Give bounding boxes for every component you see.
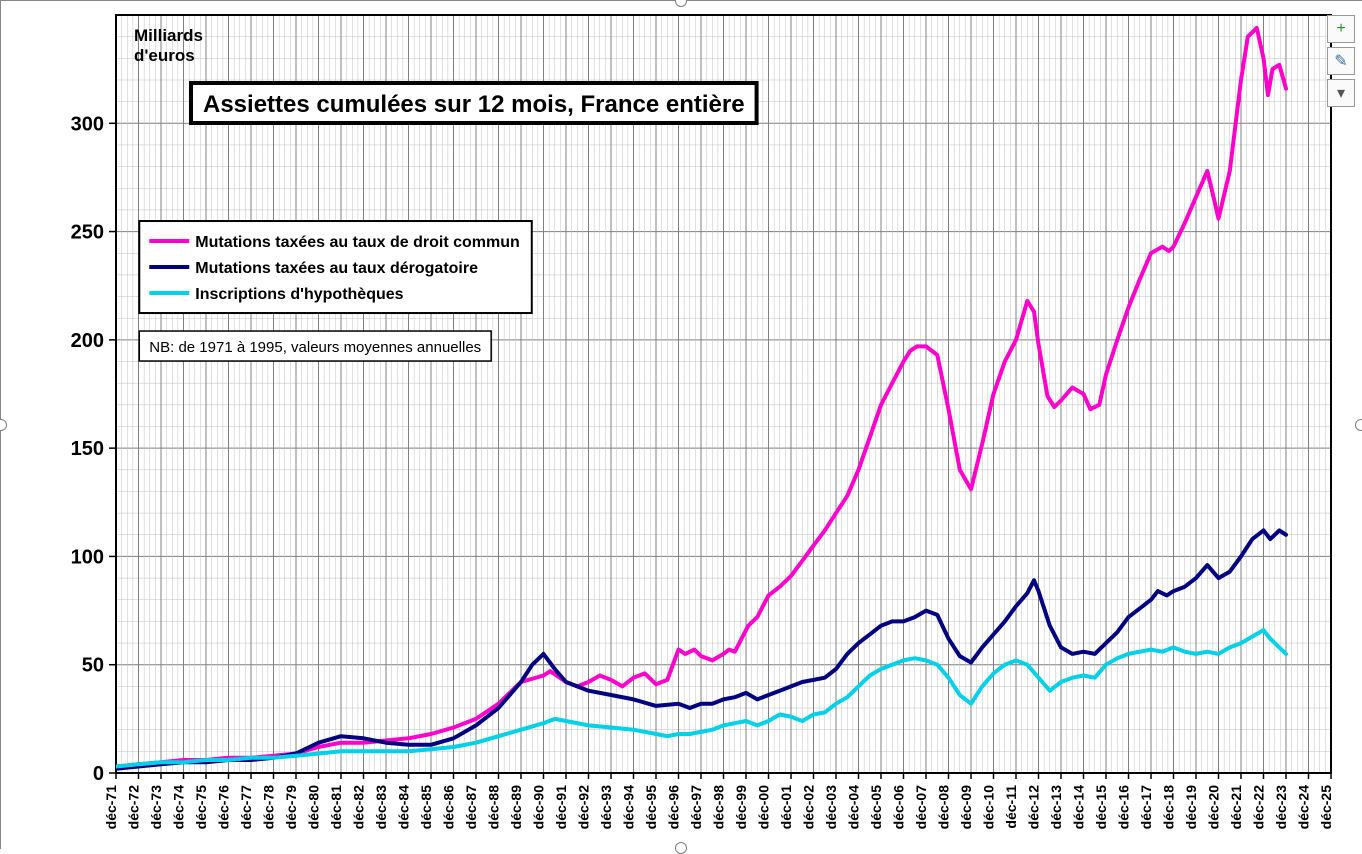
svg-text:déc-20: déc-20 (1206, 785, 1222, 830)
svg-text:déc-80: déc-80 (306, 785, 322, 830)
svg-text:déc-99: déc-99 (733, 785, 749, 830)
svg-text:déc-74: déc-74 (171, 785, 187, 830)
svg-text:NB: de 1971 à 1995, valeurs m: NB: de 1971 à 1995, valeurs moyennes ann… (149, 339, 481, 356)
svg-text:300: 300 (71, 113, 104, 135)
svg-text:déc-21: déc-21 (1228, 785, 1244, 830)
svg-text:Mutations taxées au taux de dr: Mutations taxées au taux de droit commun (195, 234, 520, 251)
svg-text:déc-18: déc-18 (1161, 785, 1177, 830)
svg-text:déc-87: déc-87 (463, 785, 479, 830)
svg-text:déc-05: déc-05 (868, 785, 884, 830)
svg-text:déc-11: déc-11 (1003, 785, 1019, 829)
svg-text:Mutations taxées au taux dérog: Mutations taxées au taux dérogatoire (195, 260, 478, 277)
svg-text:250: 250 (71, 222, 104, 244)
svg-text:déc-24: déc-24 (1296, 785, 1312, 830)
svg-text:déc-12: déc-12 (1026, 785, 1042, 830)
svg-text:déc-73: déc-73 (148, 785, 164, 830)
svg-text:déc-72: déc-72 (126, 785, 142, 830)
svg-text:0: 0 (93, 763, 104, 785)
chart-selection-frame[interactable]: 0 50 100 150 200 250 300 Milliardsd'euros déc-71… (0, 0, 1362, 849)
chart-filter-button[interactable]: ▾ (1327, 79, 1355, 107)
svg-text:déc-93: déc-93 (598, 785, 614, 830)
resize-handle-bottom[interactable] (675, 842, 687, 854)
svg-text:déc-00: déc-00 (756, 785, 772, 830)
svg-text:déc-03: déc-03 (823, 785, 839, 830)
svg-text:150: 150 (71, 438, 104, 460)
svg-text:déc-83: déc-83 (373, 785, 389, 830)
svg-text:Inscriptions d'hypothèques: Inscriptions d'hypothèques (195, 286, 403, 303)
svg-text:déc-06: déc-06 (891, 785, 907, 830)
svg-text:déc-22: déc-22 (1251, 785, 1267, 830)
chart-add-element-button[interactable]: + (1327, 15, 1355, 43)
svg-text:déc-10: déc-10 (981, 785, 997, 830)
svg-text:déc-91: déc-91 (553, 785, 569, 830)
svg-text:d'euros: d'euros (134, 46, 195, 65)
svg-text:déc-07: déc-07 (913, 785, 929, 830)
svg-text:déc-17: déc-17 (1138, 785, 1154, 830)
svg-text:déc-15: déc-15 (1093, 785, 1109, 830)
svg-text:déc-25: déc-25 (1318, 785, 1334, 830)
svg-text:déc-85: déc-85 (418, 785, 434, 830)
svg-text:déc-02: déc-02 (801, 785, 817, 830)
svg-text:Assiettes cumulées sur 12 mois: Assiettes cumulées sur 12 mois, France e… (203, 91, 745, 118)
svg-text:Milliards: Milliards (134, 26, 203, 45)
chart-canvas: 0 50 100 150 200 250 300 Milliardsd'euros déc-71… (1, 1, 1362, 850)
svg-text:déc-13: déc-13 (1048, 785, 1064, 830)
svg-text:déc-04: déc-04 (846, 785, 862, 830)
svg-text:déc-98: déc-98 (711, 785, 727, 830)
svg-text:déc-75: déc-75 (193, 785, 209, 830)
svg-text:déc-82: déc-82 (351, 785, 367, 830)
svg-text:déc-95: déc-95 (643, 785, 659, 830)
svg-text:déc-79: déc-79 (283, 785, 299, 830)
svg-text:déc-92: déc-92 (576, 785, 592, 830)
svg-text:déc-16: déc-16 (1116, 785, 1132, 830)
svg-text:200: 200 (71, 330, 104, 352)
svg-text:déc-01: déc-01 (778, 785, 794, 830)
svg-text:déc-81: déc-81 (328, 785, 344, 830)
svg-text:déc-19: déc-19 (1183, 785, 1199, 830)
svg-text:déc-88: déc-88 (486, 785, 502, 830)
svg-text:déc-89: déc-89 (508, 785, 524, 830)
svg-text:déc-08: déc-08 (936, 785, 952, 830)
svg-text:déc-77: déc-77 (238, 785, 254, 830)
svg-text:déc-84: déc-84 (396, 785, 412, 830)
chart-style-button[interactable]: ✎ (1327, 47, 1355, 75)
svg-text:déc-94: déc-94 (621, 785, 637, 830)
svg-text:déc-96: déc-96 (666, 785, 682, 830)
svg-text:déc-97: déc-97 (688, 785, 704, 830)
svg-text:déc-78: déc-78 (261, 785, 277, 830)
plus-icon: + (1336, 20, 1345, 38)
svg-text:déc-14: déc-14 (1071, 785, 1087, 830)
svg-text:déc-23: déc-23 (1273, 785, 1289, 830)
svg-text:déc-71: déc-71 (103, 785, 119, 830)
svg-text:déc-09: déc-09 (958, 785, 974, 830)
svg-text:50: 50 (82, 655, 104, 677)
resize-handle-right[interactable] (1355, 419, 1362, 431)
funnel-icon: ▾ (1337, 83, 1345, 103)
svg-text:déc-90: déc-90 (531, 785, 547, 830)
brush-icon: ✎ (1334, 51, 1347, 71)
svg-text:100: 100 (71, 546, 104, 568)
svg-text:déc-76: déc-76 (216, 785, 232, 830)
svg-text:déc-86: déc-86 (441, 785, 457, 830)
